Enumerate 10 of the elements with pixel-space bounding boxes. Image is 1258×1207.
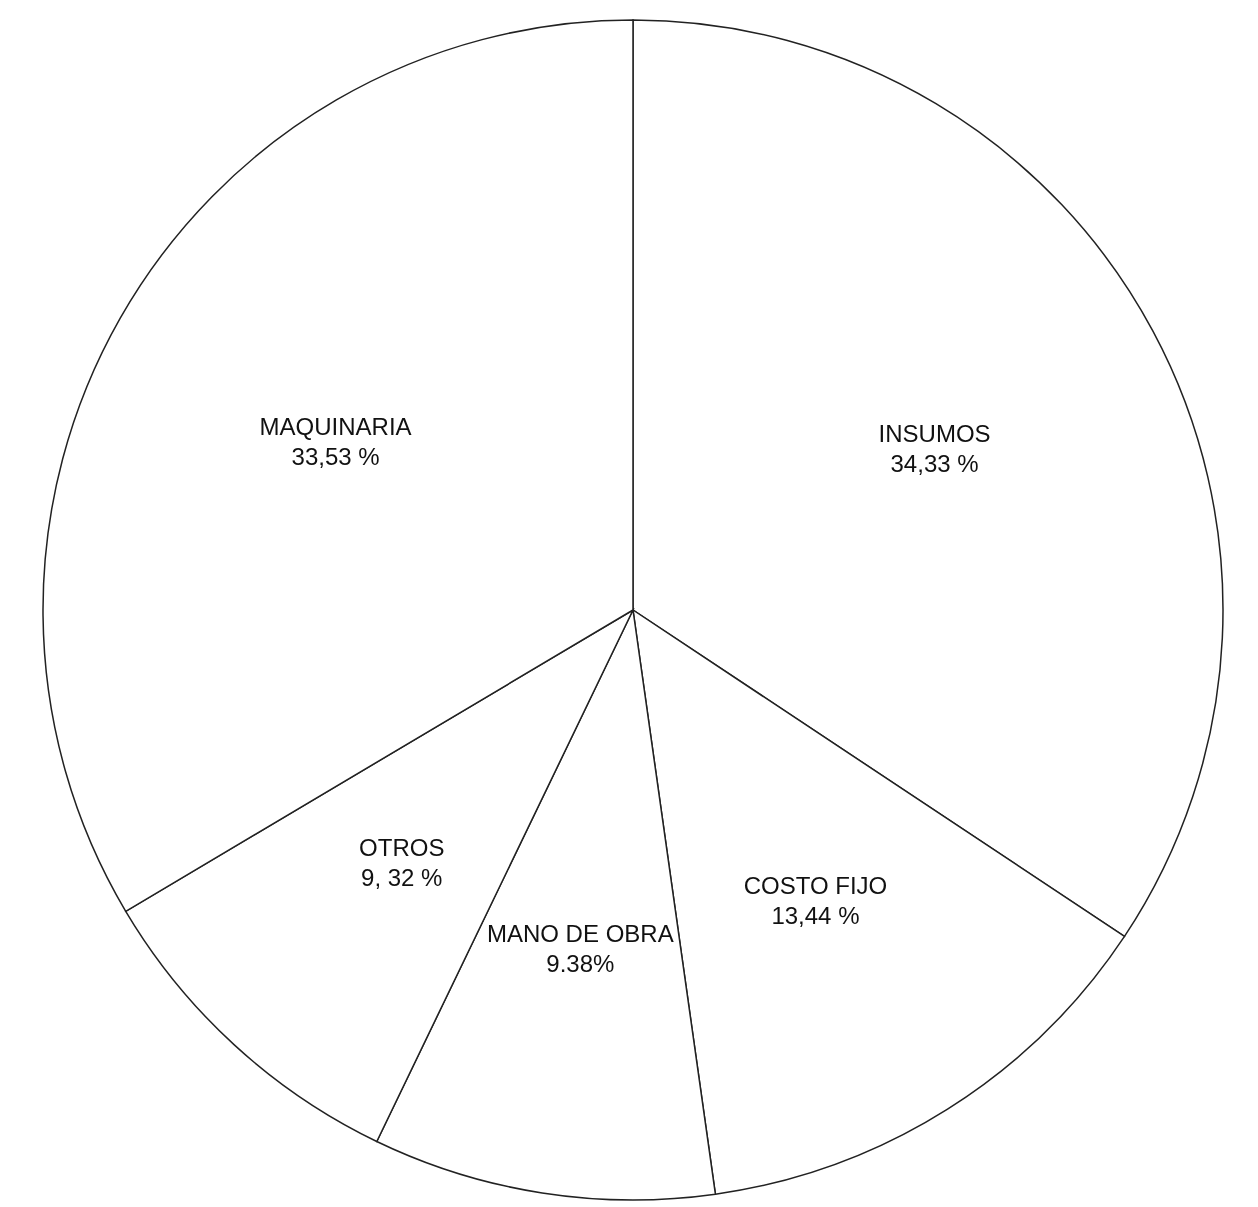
slice-label: MANO DE OBRA bbox=[486, 920, 674, 948]
data-label: 9.38% bbox=[546, 950, 615, 978]
data-label: 9, 32 % bbox=[361, 864, 443, 892]
slice-label: MAQUINARIA bbox=[259, 412, 412, 440]
data-label: 33,53 % bbox=[291, 442, 380, 470]
slice-label: OTROS bbox=[359, 834, 445, 862]
slice-label: INSUMOS bbox=[878, 420, 991, 448]
data-label: 13,44 % bbox=[771, 901, 860, 929]
data-label: 34,33 % bbox=[890, 450, 979, 478]
slice-label: COSTO FIJO bbox=[743, 871, 888, 899]
